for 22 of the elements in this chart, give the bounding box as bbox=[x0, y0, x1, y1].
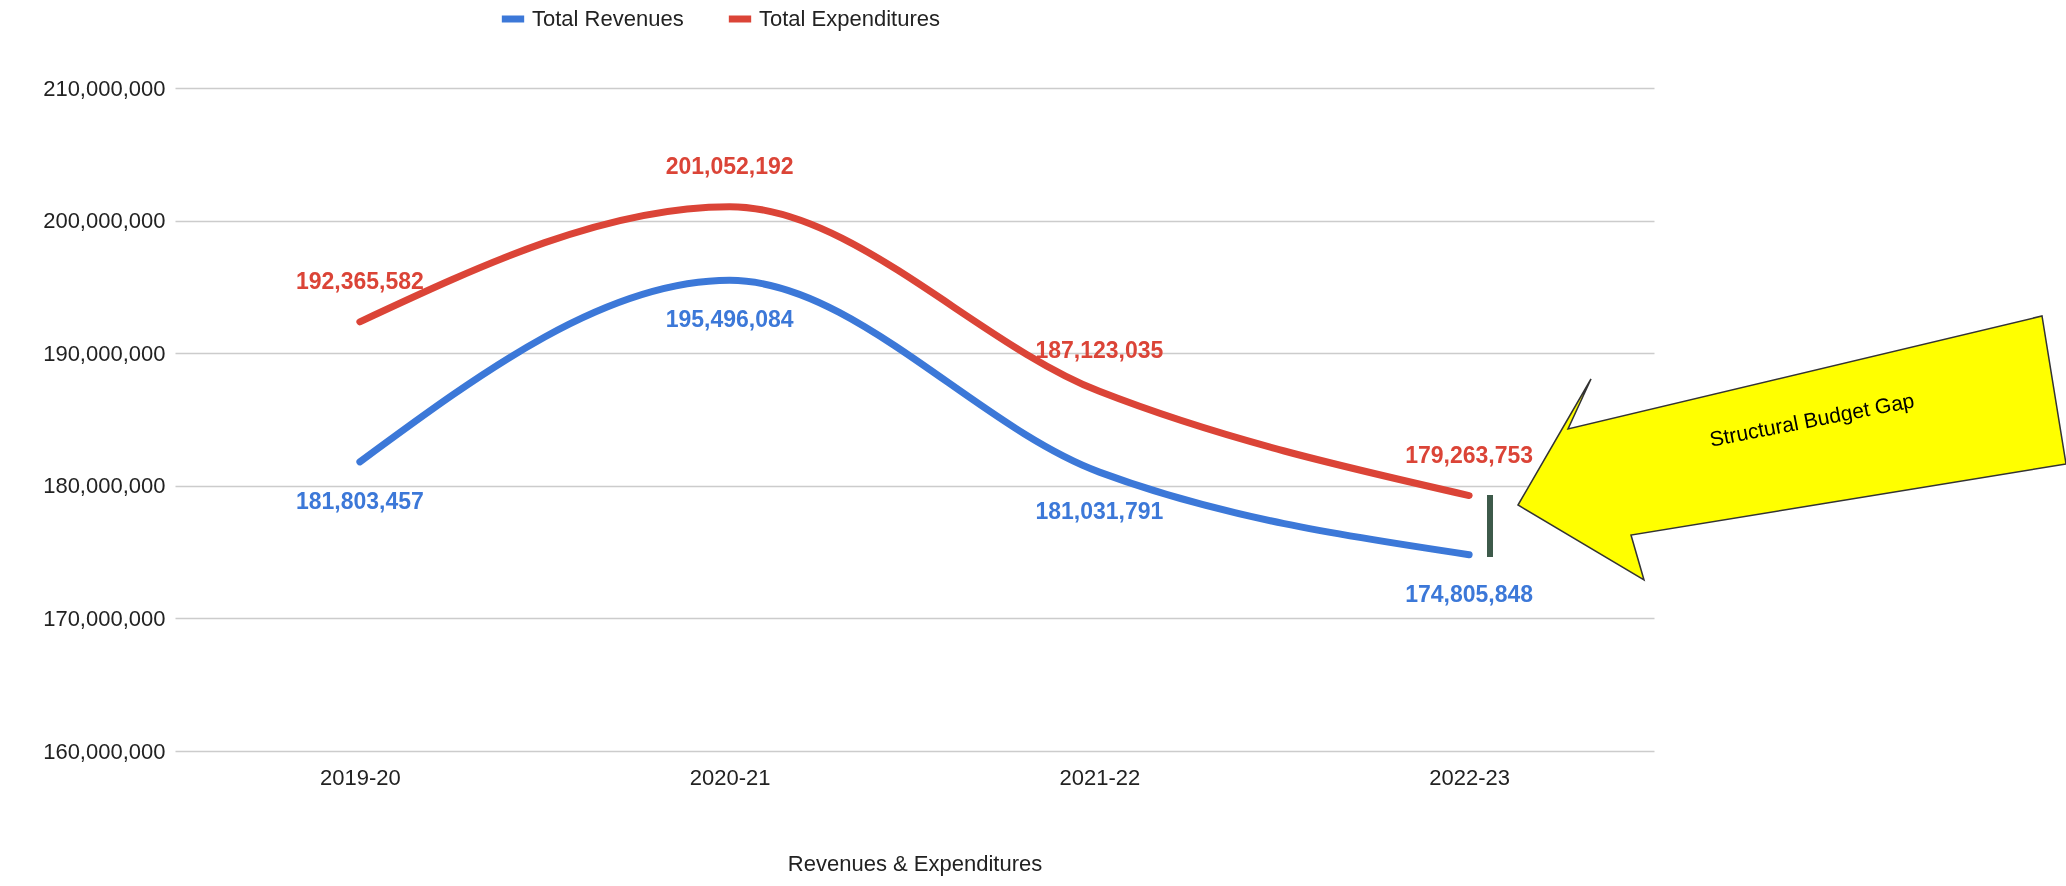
data-label: 181,031,791 bbox=[1035, 498, 1164, 525]
x-tick-label: 2022-23 bbox=[1429, 764, 1510, 790]
data-label: 201,052,192 bbox=[665, 152, 794, 179]
legend-label: Total Revenues bbox=[532, 6, 684, 31]
x-tick-label: 2021-22 bbox=[1059, 764, 1141, 790]
x-tick-label: 2020-21 bbox=[689, 764, 771, 790]
y-tick-label: 170,000,000 bbox=[43, 605, 166, 631]
data-label: 174,805,848 bbox=[1405, 580, 1534, 607]
y-tick-label: 200,000,000 bbox=[43, 208, 166, 234]
legend-label: Total Expenditures bbox=[759, 6, 940, 31]
y-tick-label: 180,000,000 bbox=[43, 473, 166, 499]
data-label: 181,803,457 bbox=[295, 487, 424, 514]
y-tick-label: 190,000,000 bbox=[43, 340, 166, 366]
y-tick-label: 160,000,000 bbox=[43, 738, 166, 764]
data-label: 195,496,084 bbox=[665, 306, 794, 333]
data-label: 179,263,753 bbox=[1405, 441, 1534, 468]
x-tick-label: 2019-20 bbox=[320, 764, 401, 790]
x-axis-title: Revenues & Expenditures bbox=[787, 850, 1043, 876]
text: Structural Budget Gap bbox=[1707, 388, 1917, 451]
y-tick-label: 210,000,000 bbox=[43, 75, 166, 101]
data-label: 192,365,582 bbox=[295, 267, 424, 294]
data-label: 187,123,035 bbox=[1035, 337, 1164, 364]
